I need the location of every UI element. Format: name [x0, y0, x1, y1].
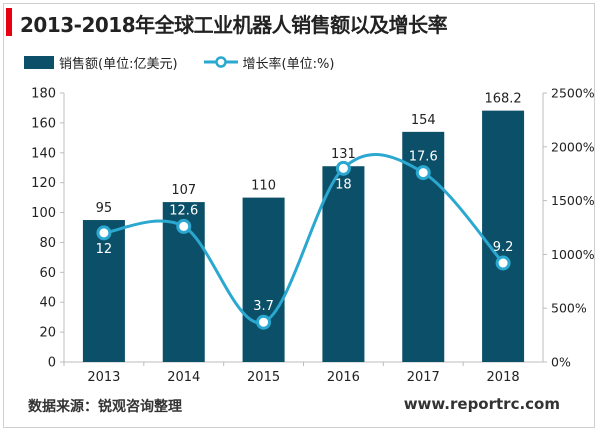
bar-value-label: 131	[331, 147, 356, 162]
y-left-tick-label: 100	[31, 206, 56, 221]
growth-value-label: 18	[335, 177, 352, 192]
legend-swatch-line	[203, 56, 238, 68]
y-left-tick-label: 120	[31, 176, 56, 191]
growth-value-label: 3.7	[253, 299, 274, 314]
website-label: www.reportrc.com	[403, 395, 560, 413]
chart-legend: 销售额(单位:亿美元) 增长率(单位:%)	[24, 52, 360, 72]
x-tick-label: 2017	[407, 370, 440, 385]
chart-title: 2013-2018年全球工业机器人销售额以及增长率	[20, 13, 448, 37]
legend-label-growth: 增长率(单位:%)	[242, 56, 335, 72]
y-right-tick-label: 2000%	[551, 139, 595, 154]
bar-value-label: 95	[96, 201, 113, 216]
y-left-tick-label: 20	[39, 326, 56, 341]
y-right-tick-label: 2500%	[551, 86, 595, 101]
growth-value-label: 12	[96, 242, 113, 257]
bar-2018	[482, 110, 525, 362]
bar-value-label: 168.2	[484, 92, 521, 107]
data-source: 数据来源：锐观咨询整理	[28, 399, 182, 415]
legend-label-sales: 销售额(单位:亿美元)	[59, 56, 178, 72]
growth-value-label: 12.6	[169, 203, 198, 218]
growth-point-2018	[495, 255, 511, 271]
growth-point-2013	[96, 225, 112, 241]
x-tick-label: 2018	[487, 370, 520, 385]
y-right-tick-label: 500%	[551, 301, 587, 316]
title-accent-bar	[6, 8, 12, 36]
bar-value-label: 107	[171, 183, 196, 198]
y-left-tick-label: 80	[39, 236, 56, 251]
bar-2016	[322, 166, 365, 362]
legend-swatch-bar	[24, 55, 54, 69]
y-left-tick-label: 160	[31, 116, 56, 131]
y-left-tick-label: 40	[39, 296, 56, 311]
x-tick-label: 2013	[87, 370, 120, 385]
y-left-tick-label: 140	[31, 146, 56, 161]
y-left-tick-label: 180	[31, 87, 56, 102]
growth-point-2014	[176, 218, 192, 234]
legend-item-growth: 增长率(单位:%)	[203, 53, 335, 72]
growth-point-2016	[335, 160, 351, 176]
growth-value-label: 9.2	[493, 240, 514, 255]
x-tick-label: 2014	[167, 370, 200, 385]
y-right-tick-label: 0%	[551, 355, 571, 370]
bar-2015	[242, 197, 285, 362]
growth-value-label: 17.6	[409, 150, 438, 165]
y-left-tick-label: 60	[39, 266, 56, 281]
bar-value-label: 110	[251, 179, 276, 194]
x-tick-label: 2016	[327, 370, 360, 385]
bar-2013	[82, 220, 125, 362]
legend-item-sales: 销售额(单位:亿美元)	[24, 53, 178, 72]
growth-point-2015	[256, 314, 272, 330]
y-right-tick-label: 1000%	[551, 247, 595, 262]
bar-value-label: 154	[411, 113, 436, 128]
x-tick-label: 2015	[247, 370, 280, 385]
y-left-tick-label: 0	[48, 356, 56, 371]
growth-point-2017	[415, 165, 431, 181]
y-right-tick-label: 1500%	[551, 193, 595, 208]
